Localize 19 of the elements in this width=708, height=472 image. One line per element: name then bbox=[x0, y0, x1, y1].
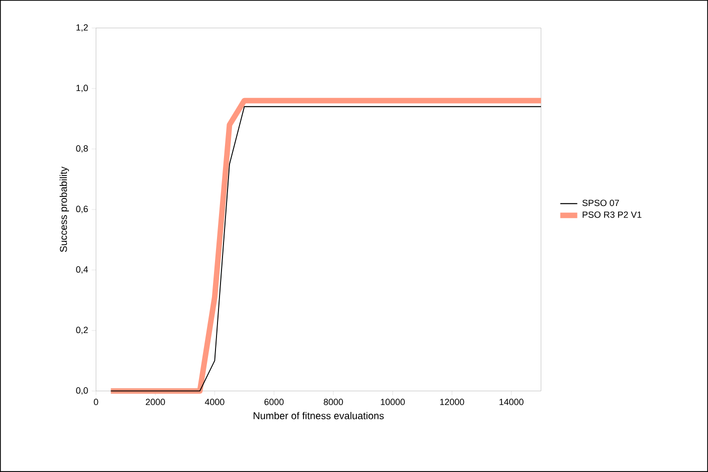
legend-label: PSO R3 P2 V1 bbox=[582, 211, 642, 218]
y-tick-label: 0,2 bbox=[76, 326, 88, 334]
legend-label: SPSO 07 bbox=[582, 200, 619, 206]
y-tick-label: 1,0 bbox=[76, 84, 88, 92]
x-tick-label: 4000 bbox=[204, 398, 224, 406]
x-tick-label: 10000 bbox=[380, 398, 405, 406]
x-tick-label: 14000 bbox=[500, 398, 524, 406]
x-tick-label: 0 bbox=[94, 398, 98, 406]
y-tick-label: 0,6 bbox=[76, 206, 88, 214]
x-tick-label: 6000 bbox=[264, 398, 284, 406]
y-tick-label: 1,2 bbox=[76, 24, 88, 32]
y-tick-label: 0,8 bbox=[76, 145, 88, 153]
x-tick-label: 8000 bbox=[324, 398, 343, 406]
y-axis-title: Success probability bbox=[60, 166, 69, 252]
x-tick-label: 2000 bbox=[146, 398, 165, 406]
y-tick-label: 0,4 bbox=[76, 266, 88, 274]
x-tick-label: 12000 bbox=[440, 398, 464, 406]
y-tick-label: 0,0 bbox=[76, 387, 88, 395]
x-axis-title: Number of fitness evaluations bbox=[254, 412, 384, 420]
